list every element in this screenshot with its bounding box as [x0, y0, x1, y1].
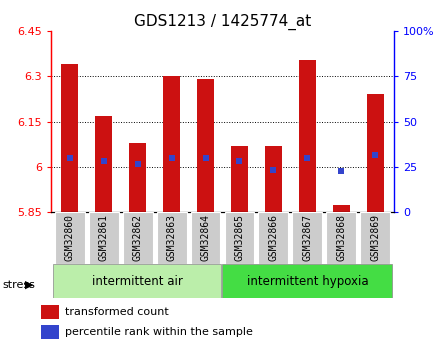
FancyBboxPatch shape: [222, 264, 392, 298]
Text: GSM32869: GSM32869: [370, 214, 380, 261]
Bar: [299, 60, 316, 212]
FancyBboxPatch shape: [360, 212, 390, 264]
Bar: [61, 64, 78, 212]
FancyBboxPatch shape: [259, 212, 288, 264]
Bar: [197, 79, 214, 212]
FancyBboxPatch shape: [53, 264, 221, 298]
FancyBboxPatch shape: [55, 212, 85, 264]
FancyBboxPatch shape: [89, 212, 119, 264]
Text: ▶: ▶: [24, 280, 33, 289]
FancyBboxPatch shape: [292, 212, 322, 264]
Text: GSM32868: GSM32868: [336, 214, 346, 261]
Bar: [41, 325, 59, 339]
Bar: [95, 116, 112, 212]
Text: GSM32867: GSM32867: [302, 214, 312, 261]
FancyBboxPatch shape: [225, 212, 255, 264]
Text: GSM32865: GSM32865: [235, 214, 244, 261]
Text: GSM32863: GSM32863: [166, 214, 177, 261]
FancyBboxPatch shape: [326, 212, 356, 264]
Text: intermittent air: intermittent air: [92, 275, 183, 288]
Bar: [41, 305, 59, 319]
Bar: [367, 95, 384, 212]
Text: stress: stress: [2, 280, 35, 289]
FancyBboxPatch shape: [190, 212, 220, 264]
Text: transformed count: transformed count: [65, 307, 169, 317]
Text: GSM32861: GSM32861: [99, 214, 109, 261]
Bar: [231, 146, 248, 212]
Bar: [333, 205, 350, 212]
Text: percentile rank within the sample: percentile rank within the sample: [65, 327, 253, 337]
Title: GDS1213 / 1425774_at: GDS1213 / 1425774_at: [134, 13, 311, 30]
Text: GSM32866: GSM32866: [268, 214, 279, 261]
Text: GSM32864: GSM32864: [201, 214, 210, 261]
FancyBboxPatch shape: [123, 212, 153, 264]
Text: GSM32860: GSM32860: [65, 214, 75, 261]
Bar: [163, 76, 180, 212]
Bar: [129, 143, 146, 212]
Text: GSM32862: GSM32862: [133, 214, 143, 261]
FancyBboxPatch shape: [157, 212, 186, 264]
Text: intermittent hypoxia: intermittent hypoxia: [247, 275, 368, 288]
Bar: [265, 146, 282, 212]
